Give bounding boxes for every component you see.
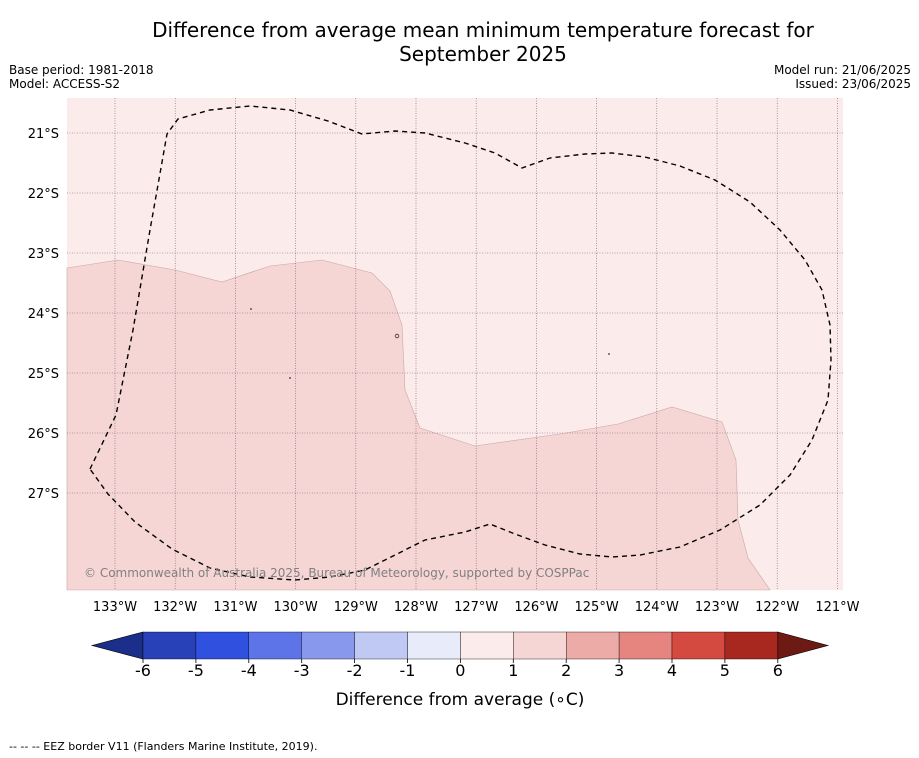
island-mark bbox=[289, 377, 291, 379]
colorbar-segment bbox=[513, 631, 567, 660]
longitude-gridlines bbox=[114, 98, 838, 590]
lon-label: 132°W bbox=[153, 600, 197, 615]
lon-label: 126°W bbox=[514, 600, 558, 615]
colorbar-ticks: -6 -5 -4 -3 -2 -1 0 1 2 3 4 5 6 bbox=[135, 659, 783, 680]
colorbar-segment bbox=[566, 631, 620, 660]
lat-label: 24°S bbox=[28, 307, 59, 322]
colorbar-segment bbox=[618, 631, 673, 660]
colorbar-label: Difference from average (∘C) bbox=[336, 690, 585, 710]
lon-label: 123°W bbox=[695, 600, 739, 615]
colorbar-segment bbox=[724, 631, 779, 660]
colorbar-segment bbox=[671, 631, 726, 660]
eez-legend: -- -- -- EEZ border V11 (Flanders Marine… bbox=[9, 740, 318, 753]
lon-label: 129°W bbox=[334, 600, 378, 615]
lat-label: 26°S bbox=[28, 427, 59, 442]
colorbar-tick-label: -5 bbox=[188, 661, 204, 680]
issued-date: Issued: 23/06/2025 bbox=[795, 77, 911, 91]
lat-label: 27°S bbox=[28, 487, 59, 502]
island-mark bbox=[250, 308, 252, 310]
latitude-gridlines bbox=[67, 132, 843, 494]
colorbar-tick-label: 3 bbox=[614, 661, 624, 680]
model-name: Model: ACCESS-S2 bbox=[9, 77, 121, 91]
meta-right: Model run: 21/06/2025 Issued: 23/06/2025 bbox=[774, 63, 911, 91]
colorbar-extend-max bbox=[777, 631, 830, 660]
colorbar-tick-label: 2 bbox=[561, 661, 571, 680]
island-mark bbox=[394, 333, 400, 339]
colorbar-segment bbox=[248, 631, 302, 660]
longitude-labels: 133°W 132°W 131°W 130°W 129°W 128°W 127°W 126°W… bbox=[93, 600, 860, 615]
lon-label: 133°W bbox=[93, 600, 137, 615]
colorbar-tick-label: 0 bbox=[455, 661, 465, 680]
base-period: Base period: 1981-2018 bbox=[9, 63, 154, 77]
colorbar-segment bbox=[460, 631, 514, 660]
model-run: Model run: 21/06/2025 bbox=[773, 63, 911, 77]
colorbar-tick-label: 5 bbox=[720, 661, 730, 680]
lon-label: 121°W bbox=[815, 600, 859, 615]
lon-label: 122°W bbox=[755, 600, 799, 615]
latitude-labels: 21°S 22°S 23°S 24°S 25°S 26°S 27°S bbox=[28, 127, 59, 502]
colorbar-tick-label: 6 bbox=[773, 661, 783, 680]
colorbar-segment bbox=[301, 631, 355, 660]
copyright-notice: © Commonwealth of Australia 2025, Bureau… bbox=[84, 566, 589, 580]
colorbar-segment bbox=[142, 631, 197, 660]
colorbar-segment bbox=[354, 631, 408, 660]
lon-label: 131°W bbox=[213, 600, 257, 615]
anomaly-band-1-2 bbox=[66, 259, 771, 591]
colorbar-tick-label: -2 bbox=[347, 661, 363, 680]
lon-label: 127°W bbox=[454, 600, 498, 615]
eez-border bbox=[89, 105, 832, 581]
lon-label: 125°W bbox=[575, 600, 619, 615]
colorbar-tick-label: 4 bbox=[667, 661, 677, 680]
colorbar-segment bbox=[407, 631, 461, 660]
colorbar-tick-label: -3 bbox=[294, 661, 310, 680]
island-marks bbox=[250, 308, 610, 379]
colorbar-tick-label: 1 bbox=[508, 661, 518, 680]
title-line-2: September 2025 bbox=[399, 42, 567, 66]
colorbar-segment bbox=[195, 631, 249, 660]
meta-left: Base period: 1981-2018 Model: ACCESS-S2 bbox=[9, 63, 154, 91]
colorbar bbox=[90, 631, 830, 660]
lat-label: 23°S bbox=[28, 247, 59, 262]
map-title: Difference from average mean minimum tem… bbox=[0, 18, 919, 66]
lat-label: 22°S bbox=[28, 187, 59, 202]
title-line-1: Difference from average mean minimum tem… bbox=[152, 18, 814, 42]
lon-label: 128°W bbox=[394, 600, 438, 615]
colorbar-tick-label: -4 bbox=[241, 661, 257, 680]
island-mark bbox=[608, 353, 610, 355]
lat-label: 21°S bbox=[28, 127, 59, 142]
colorbar-tick-label: -6 bbox=[135, 661, 151, 680]
lon-label: 130°W bbox=[274, 600, 318, 615]
colorbar-extend-min bbox=[90, 631, 144, 660]
colorbar-tick-label: -1 bbox=[400, 661, 416, 680]
lon-label: 124°W bbox=[635, 600, 679, 615]
lat-label: 25°S bbox=[28, 367, 59, 382]
